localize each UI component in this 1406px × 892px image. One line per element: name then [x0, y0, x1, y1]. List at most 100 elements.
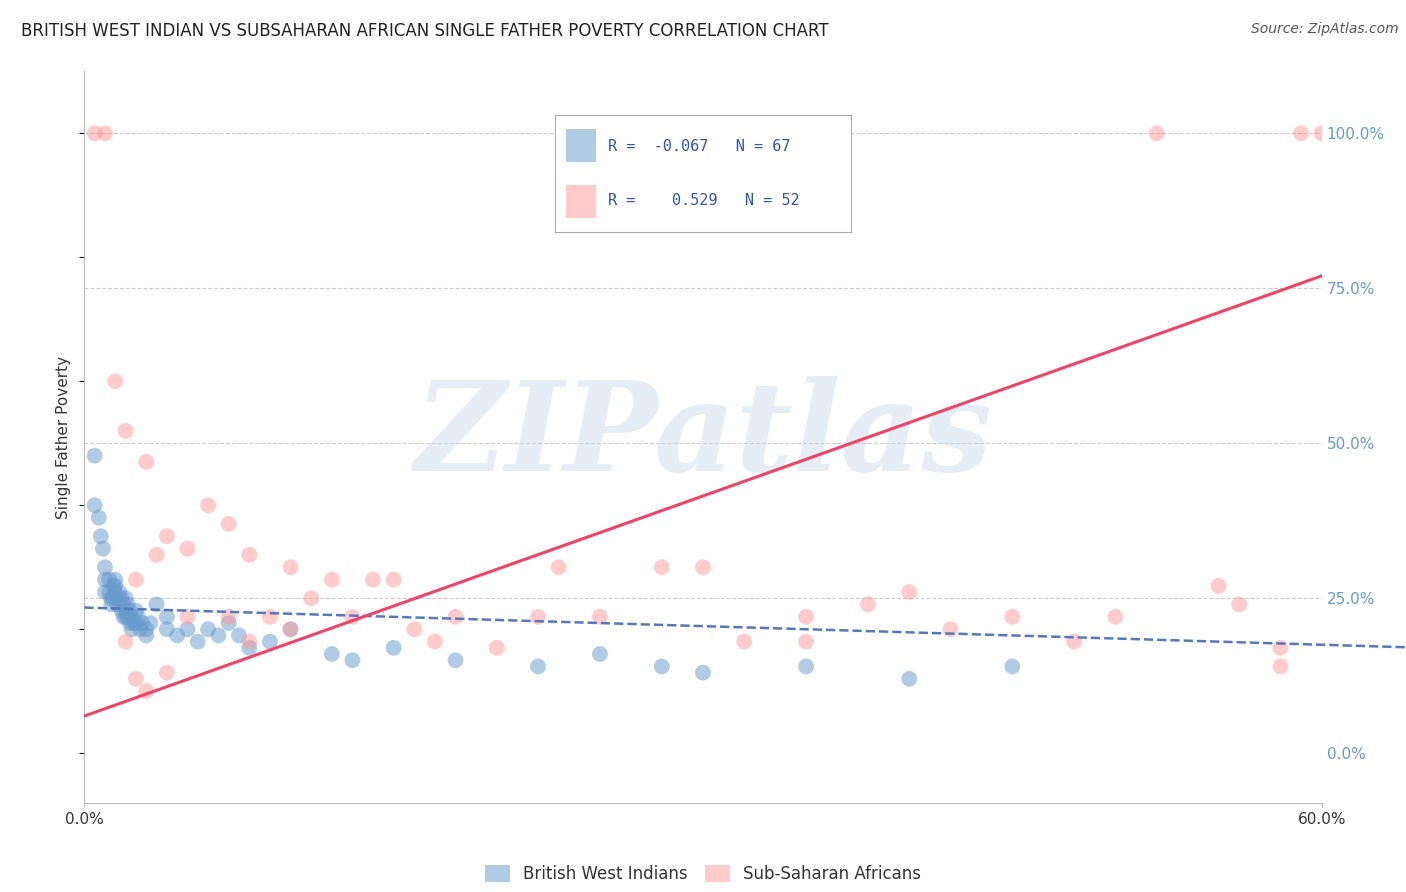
Point: [1270, 659, 1292, 673]
Point: [299, 591, 322, 606]
Point: [135, 628, 157, 642]
Point: [108, 598, 131, 612]
Point: [156, 622, 179, 636]
Point: [112, 598, 135, 612]
Point: [197, 498, 219, 512]
Point: [145, 598, 167, 612]
Point: [238, 634, 260, 648]
Point: [98, 573, 121, 587]
Point: [423, 634, 446, 648]
Point: [404, 622, 426, 636]
Y-axis label: Single Father Poverty: Single Father Poverty: [56, 356, 72, 518]
Point: [321, 573, 343, 587]
Point: [1270, 640, 1292, 655]
Point: [103, 579, 125, 593]
Point: [127, 610, 149, 624]
Point: [104, 573, 127, 587]
Point: [444, 653, 467, 667]
Point: [692, 665, 714, 680]
Point: [1063, 634, 1085, 648]
Point: [444, 610, 467, 624]
Point: [589, 610, 612, 624]
Point: [382, 640, 405, 655]
Point: [238, 548, 260, 562]
Point: [197, 622, 219, 636]
Point: [114, 610, 136, 624]
Point: [125, 615, 148, 630]
Point: [100, 591, 122, 606]
Point: [794, 634, 817, 648]
Point: [129, 622, 152, 636]
Point: [105, 591, 128, 606]
Point: [94, 560, 117, 574]
Point: [110, 591, 132, 606]
Point: [589, 647, 612, 661]
Point: [733, 634, 755, 648]
Point: [321, 647, 343, 661]
Point: [1146, 126, 1168, 140]
Point: [114, 604, 136, 618]
Point: [112, 610, 135, 624]
Point: [135, 684, 157, 698]
Point: [131, 615, 153, 630]
Legend: British West Indians, Sub-Saharan Africans: British West Indians, Sub-Saharan Africa…: [478, 858, 928, 889]
Point: [485, 640, 508, 655]
Point: [527, 659, 550, 673]
Point: [118, 604, 141, 618]
Point: [1310, 126, 1333, 140]
Point: [117, 598, 139, 612]
Point: [104, 585, 127, 599]
Point: [114, 424, 136, 438]
Point: [156, 529, 179, 543]
Point: [156, 665, 179, 680]
Point: [280, 560, 302, 574]
Point: [547, 560, 569, 574]
Point: [156, 610, 179, 624]
Point: [176, 610, 198, 624]
Point: [125, 672, 148, 686]
Point: [139, 615, 162, 630]
Point: [280, 622, 302, 636]
Point: [114, 591, 136, 606]
Point: [898, 672, 921, 686]
Point: [228, 628, 250, 642]
Point: [280, 622, 302, 636]
Point: [121, 622, 143, 636]
Point: [218, 610, 240, 624]
Point: [207, 628, 229, 642]
Point: [135, 622, 157, 636]
Point: [1289, 126, 1312, 140]
Point: [218, 615, 240, 630]
Point: [1104, 610, 1126, 624]
Point: [98, 585, 121, 599]
Point: [117, 610, 139, 624]
Point: [218, 516, 240, 531]
Point: [898, 585, 921, 599]
Point: [104, 579, 127, 593]
Point: [166, 628, 188, 642]
Point: [94, 573, 117, 587]
Point: [794, 659, 817, 673]
Point: [187, 634, 209, 648]
Point: [1001, 659, 1024, 673]
Point: [105, 598, 128, 612]
Point: [125, 573, 148, 587]
Point: [108, 585, 131, 599]
Point: [114, 634, 136, 648]
Point: [382, 573, 405, 587]
Point: [135, 455, 157, 469]
Point: [651, 560, 673, 574]
Point: [1227, 598, 1250, 612]
Point: [176, 622, 198, 636]
Text: Source: ZipAtlas.com: Source: ZipAtlas.com: [1251, 22, 1399, 37]
Point: [83, 126, 105, 140]
Point: [94, 126, 117, 140]
Text: BRITISH WEST INDIAN VS SUBSAHARAN AFRICAN SINGLE FATHER POVERTY CORRELATION CHAR: BRITISH WEST INDIAN VS SUBSAHARAN AFRICA…: [21, 22, 828, 40]
Point: [342, 610, 364, 624]
Point: [121, 610, 143, 624]
Text: ZIPatlas: ZIPatlas: [413, 376, 993, 498]
FancyBboxPatch shape: [567, 186, 596, 219]
Point: [1001, 610, 1024, 624]
Point: [83, 498, 105, 512]
Point: [94, 585, 117, 599]
